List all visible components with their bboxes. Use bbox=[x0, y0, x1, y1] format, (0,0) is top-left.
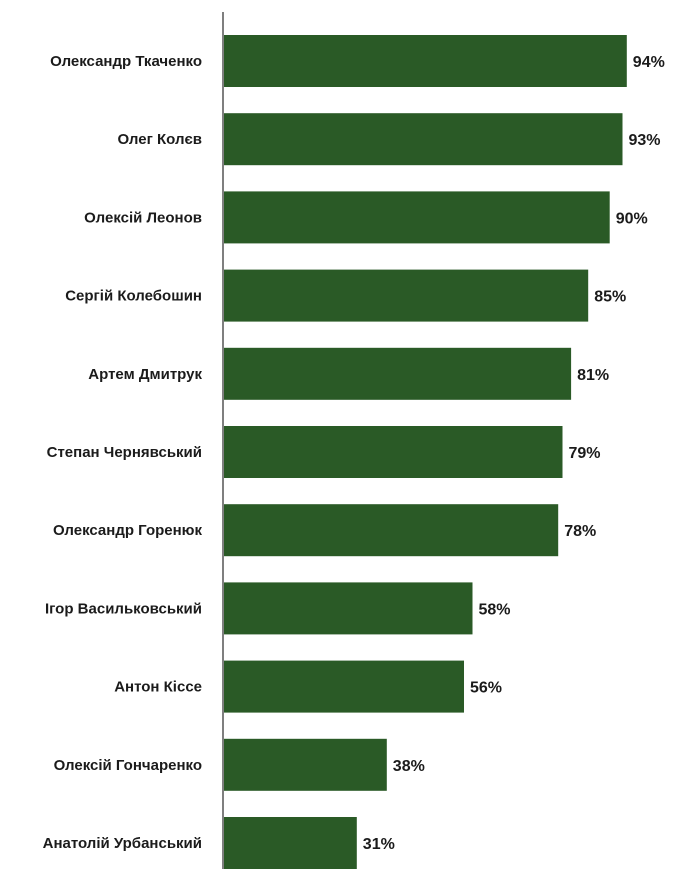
bar-3 bbox=[224, 191, 610, 244]
category-label: Олексій Леонов bbox=[84, 209, 202, 226]
value-label: 56% bbox=[470, 680, 502, 697]
category-label: Олександр Ткаченко bbox=[50, 53, 202, 70]
value-label: 81% bbox=[577, 367, 609, 384]
category-label: Степан Чернявський bbox=[47, 444, 202, 461]
bar-8 bbox=[224, 582, 473, 635]
category-label: Олег Колєв bbox=[117, 131, 202, 148]
value-label: 31% bbox=[363, 836, 395, 853]
bar-1 bbox=[224, 35, 627, 87]
value-label: 79% bbox=[569, 445, 601, 462]
bar-7 bbox=[224, 504, 559, 557]
category-label: Сергій Колебошин bbox=[65, 288, 202, 305]
bar-4 bbox=[224, 269, 589, 322]
bar-5 bbox=[224, 347, 572, 400]
value-label: 38% bbox=[393, 758, 425, 775]
value-label: 94% bbox=[633, 54, 665, 71]
bars-layer bbox=[224, 35, 627, 869]
category-label: Антон Кіссе bbox=[114, 679, 202, 696]
bar-6 bbox=[224, 426, 563, 478]
value-label: 90% bbox=[616, 210, 648, 227]
category-label: Олексій Гончаренко bbox=[54, 757, 202, 774]
value-labels-layer: 94% 93% 90% 85% 81% 79% 78% 58% 56% 38% 31% bbox=[363, 54, 665, 853]
bar-9 bbox=[224, 660, 464, 713]
bar-2 bbox=[224, 113, 623, 166]
category-label: Артем Дмитрук bbox=[88, 366, 202, 383]
value-label: 58% bbox=[479, 601, 511, 618]
bar-10 bbox=[224, 738, 387, 791]
value-label: 78% bbox=[564, 523, 596, 540]
value-label: 85% bbox=[594, 289, 626, 306]
category-label: Ігор Васильковський bbox=[45, 600, 202, 617]
value-label: 93% bbox=[629, 132, 661, 149]
category-labels-layer: Олександр Ткаченко Олег Колєв Олексій Леон… bbox=[43, 53, 203, 852]
bar-11 bbox=[224, 817, 357, 869]
category-label: Олександр Горенюк bbox=[53, 522, 203, 539]
category-label: Анатолій Урбанський bbox=[43, 835, 202, 852]
